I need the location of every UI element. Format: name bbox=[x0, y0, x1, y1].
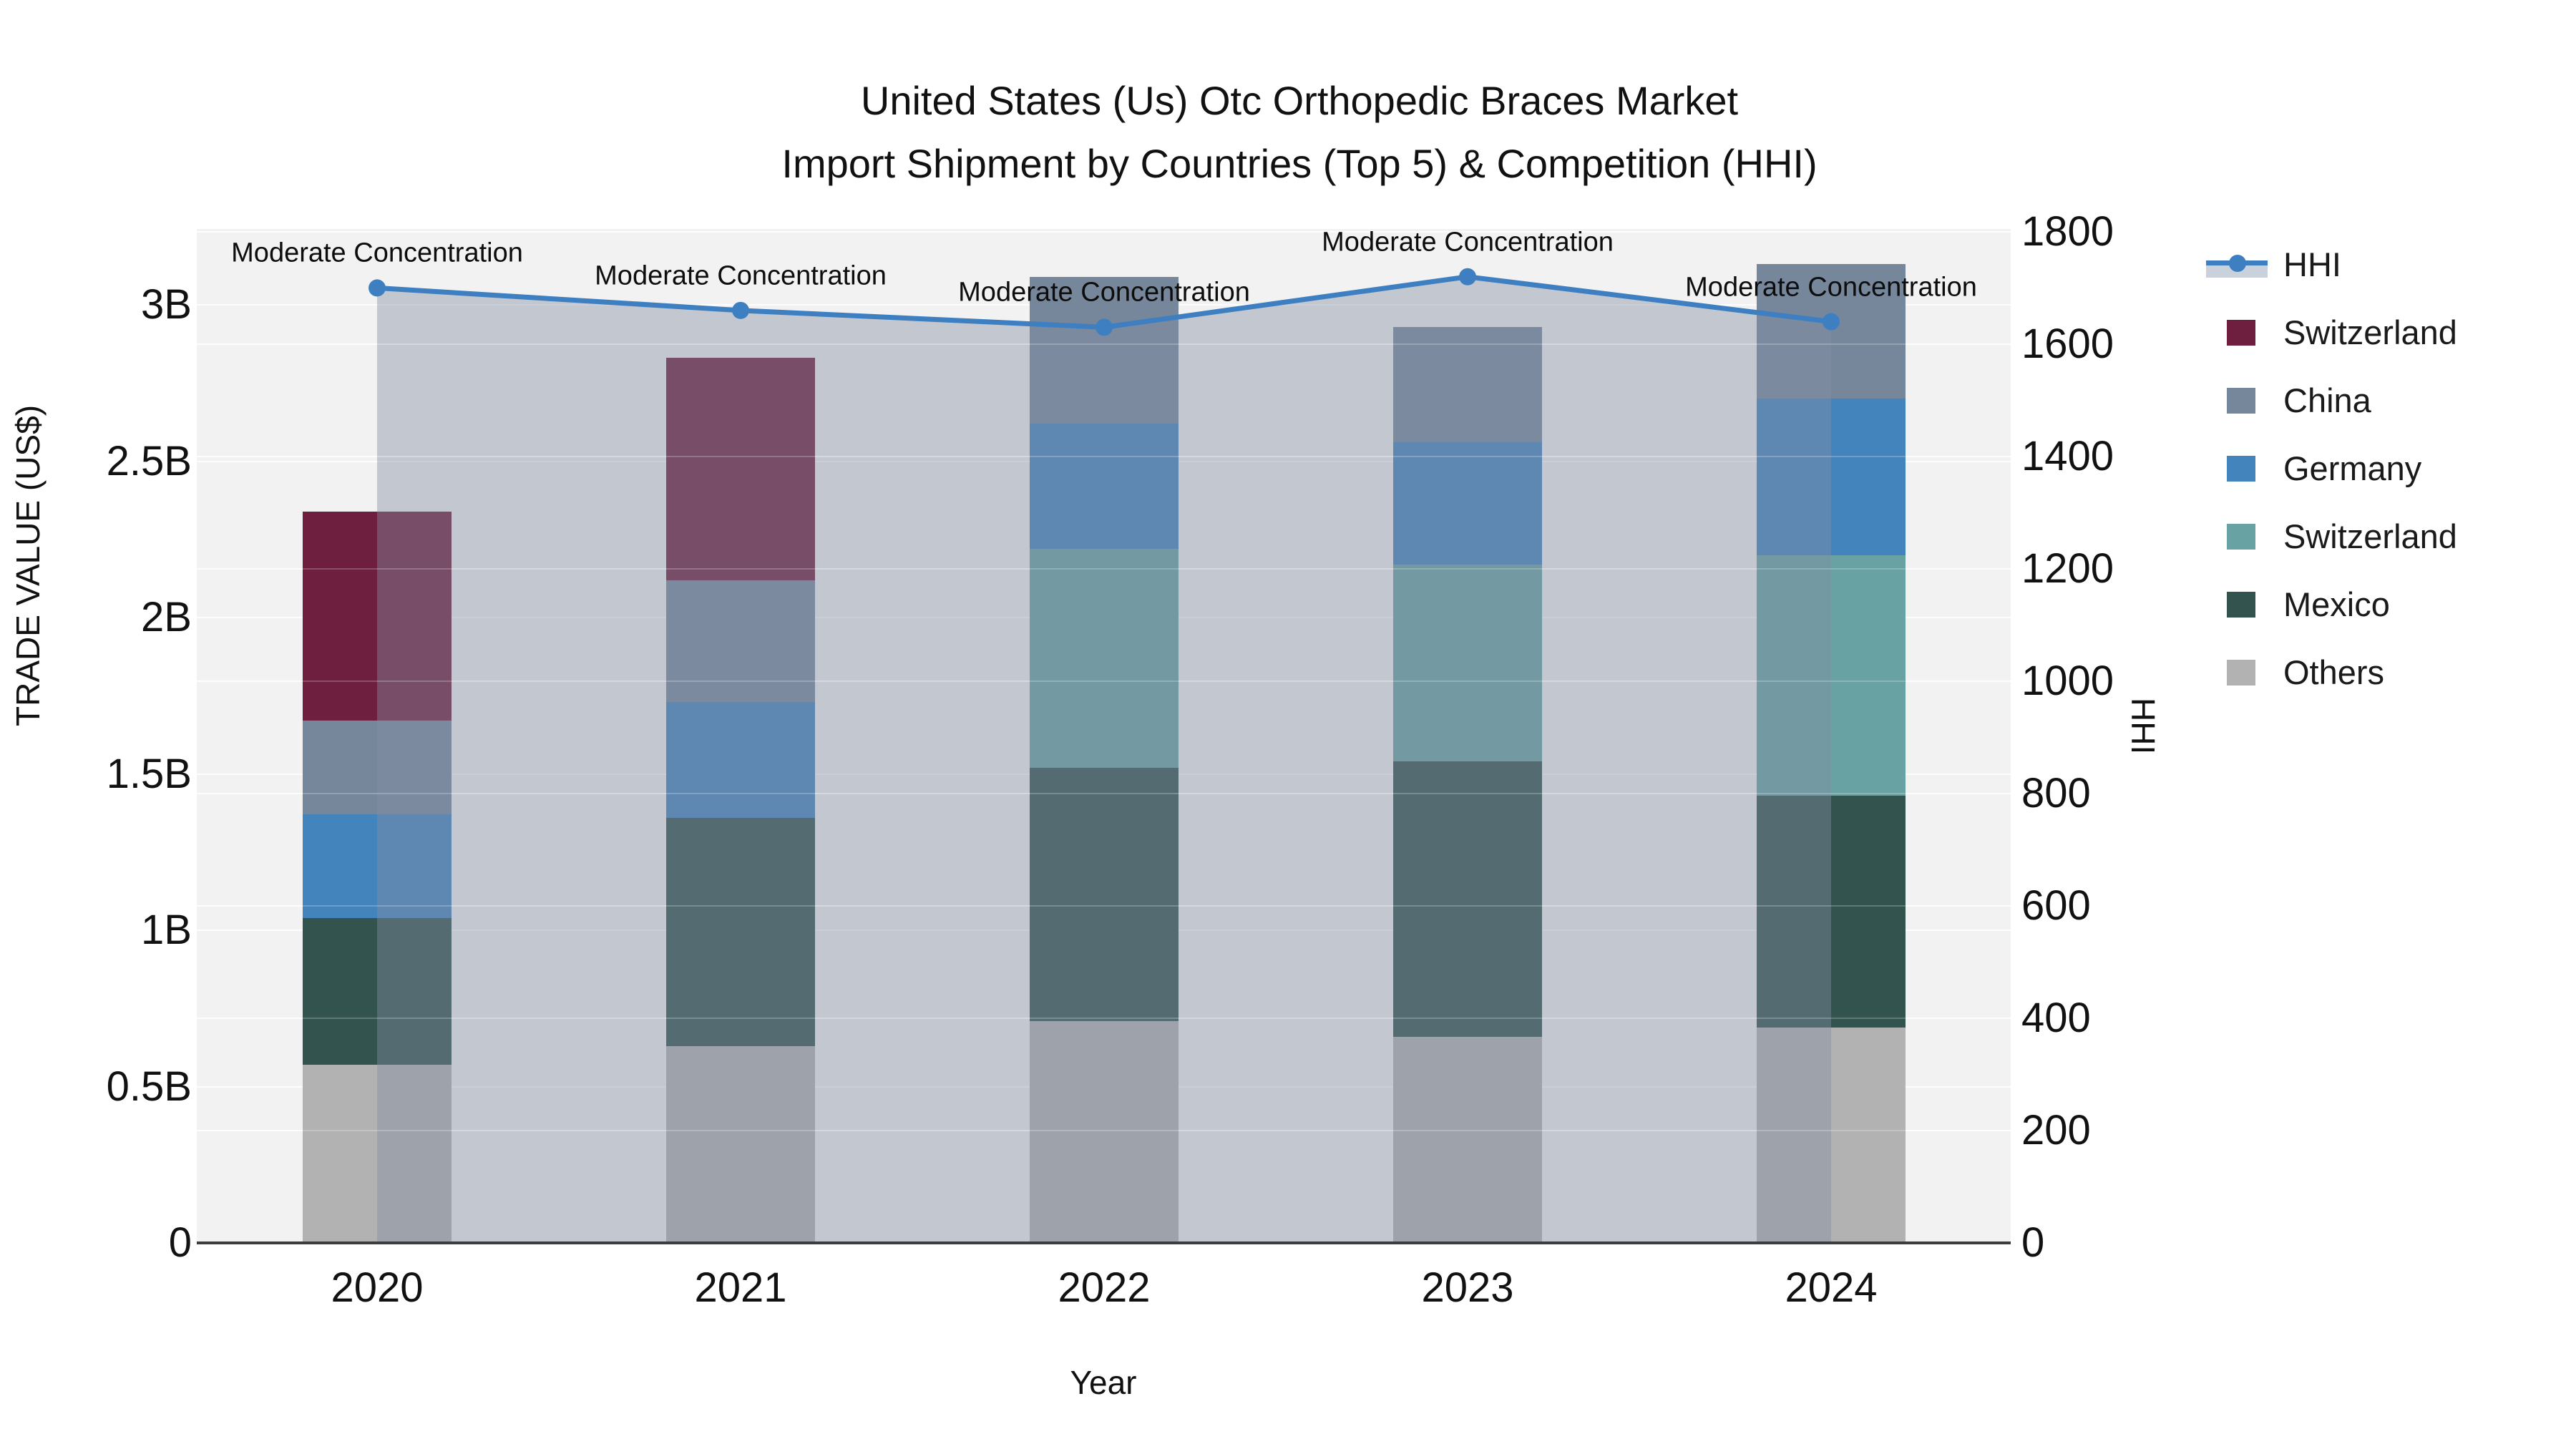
y-axis-right-title: HHI bbox=[2124, 698, 2162, 755]
bar-2023[interactable] bbox=[1393, 229, 1542, 1243]
bar-2021[interactable] bbox=[666, 229, 815, 1243]
bar-segment-switzerland-2022[interactable] bbox=[1030, 549, 1179, 768]
bar-segment-others-2021[interactable] bbox=[666, 1045, 815, 1243]
gridline bbox=[197, 455, 2011, 457]
y-right-tick-200: 200 bbox=[2021, 1106, 2091, 1153]
color-swatch-china bbox=[2227, 387, 2255, 414]
color-swatch-switzerland bbox=[2227, 523, 2255, 550]
gridline bbox=[197, 567, 2011, 570]
y-right-tick-0: 0 bbox=[2021, 1219, 2045, 1266]
gridline bbox=[197, 230, 2011, 233]
bar-segment-switzerland-2021[interactable] bbox=[666, 358, 815, 580]
x-tick-2021: 2021 bbox=[694, 1264, 787, 1311]
gridline bbox=[197, 230, 2011, 233]
bar-segment-germany-2024[interactable] bbox=[1757, 399, 1906, 555]
plot-area: Moderate Concentration Moderate Concentra… bbox=[197, 227, 2011, 1244]
hhi-marker-2023[interactable] bbox=[1459, 268, 1476, 286]
bar-segment-others-2024[interactable] bbox=[1757, 1027, 1906, 1243]
x-axis-title: Year bbox=[1070, 1364, 1137, 1401]
x-tick-2020: 2020 bbox=[331, 1264, 424, 1311]
y-right-tick-1400: 1400 bbox=[2021, 432, 2114, 479]
x-tick-2023: 2023 bbox=[1421, 1264, 1514, 1311]
bar-segment-mexico-2021[interactable] bbox=[666, 817, 815, 1046]
y-left-tick-0: 0 bbox=[168, 1219, 192, 1266]
bar-segment-china-2020[interactable] bbox=[303, 721, 452, 815]
annotation-moderate-concentration-2022: Moderate Concentration bbox=[958, 277, 1250, 308]
color-swatch-mexico bbox=[2227, 591, 2255, 618]
gridline bbox=[197, 680, 2011, 682]
y-right-tick-600: 600 bbox=[2021, 882, 2091, 929]
gridline bbox=[197, 1129, 2011, 1131]
y-right-tick-1000: 1000 bbox=[2021, 657, 2114, 704]
legend-label: Germany bbox=[2283, 449, 2422, 487]
bar-segment-germany-2021[interactable] bbox=[666, 702, 815, 818]
bar-segment-switzerland-2024[interactable] bbox=[1757, 555, 1906, 796]
y-right-tick-1200: 1200 bbox=[2021, 545, 2114, 592]
bar-segment-china-2022[interactable] bbox=[1030, 276, 1179, 424]
legend-label: Switzerland bbox=[2283, 313, 2457, 351]
x-axis-line bbox=[197, 1241, 2011, 1244]
hhi-marker-2020[interactable] bbox=[369, 279, 386, 297]
hhi-fill-area bbox=[377, 276, 1831, 1243]
annotation-moderate-concentration-2021: Moderate Concentration bbox=[595, 260, 887, 291]
bar-segment-others-2023[interactable] bbox=[1393, 1036, 1542, 1243]
hhi-marker-2021[interactable] bbox=[732, 301, 749, 319]
y-left-tick-2.5B: 2.5B bbox=[106, 437, 192, 484]
chart-title-line2: Import Shipment by Countries (Top 5) & C… bbox=[781, 141, 1818, 186]
bar-2024[interactable] bbox=[1757, 229, 1906, 1243]
y-left-tick-2B: 2B bbox=[141, 594, 192, 641]
legend-label: Others bbox=[2283, 653, 2385, 691]
y-left-tick-3B: 3B bbox=[141, 281, 192, 328]
y-axis-left-title: TRADE VALUE (US$) bbox=[9, 404, 47, 726]
bar-segment-switzerland-2023[interactable] bbox=[1393, 564, 1542, 762]
gridline bbox=[197, 792, 2011, 794]
bar-segment-china-2023[interactable] bbox=[1393, 326, 1542, 443]
x-tick-2024: 2024 bbox=[1785, 1264, 1878, 1311]
y-right-tick-800: 800 bbox=[2021, 769, 2091, 816]
y-right-tick-1600: 1600 bbox=[2021, 320, 2114, 367]
bar-segment-mexico-2024[interactable] bbox=[1757, 796, 1906, 1028]
y-left-tick-0.5B: 0.5B bbox=[106, 1063, 192, 1110]
color-swatch-others bbox=[2227, 659, 2255, 686]
color-swatch-switzerland bbox=[2227, 319, 2255, 346]
hhi-marker-2022[interactable] bbox=[1096, 318, 1113, 336]
hhi-line-layer bbox=[369, 268, 1840, 1243]
hhi-line-legend-icon bbox=[2206, 252, 2268, 278]
gridline bbox=[197, 343, 2011, 345]
x-tick-2022: 2022 bbox=[1058, 1264, 1151, 1311]
bar-segment-switzerland-2020[interactable] bbox=[303, 511, 452, 721]
bar-2020[interactable] bbox=[303, 229, 452, 1243]
annotation-moderate-concentration-2024: Moderate Concentration bbox=[1685, 272, 1977, 303]
bar-2022[interactable] bbox=[1030, 229, 1179, 1243]
bar-segment-germany-2023[interactable] bbox=[1393, 442, 1542, 565]
bar-segment-china-2021[interactable] bbox=[666, 580, 815, 703]
bar-segment-mexico-2020[interactable] bbox=[303, 917, 452, 1065]
bar-segment-others-2022[interactable] bbox=[1030, 1020, 1179, 1243]
bar-segment-mexico-2023[interactable] bbox=[1393, 761, 1542, 1037]
chart-title: United States (Us) Otc Orthopedic Braces… bbox=[781, 69, 1817, 195]
bar-segment-germany-2022[interactable] bbox=[1030, 424, 1179, 549]
legend-label: China bbox=[2283, 381, 2371, 419]
legend-label: HHI bbox=[2283, 245, 2341, 283]
bar-segment-china-2024[interactable] bbox=[1757, 264, 1906, 399]
chart-title-line1: United States (Us) Otc Orthopedic Braces… bbox=[860, 78, 1739, 123]
bar-segment-others-2020[interactable] bbox=[303, 1064, 452, 1243]
y-left-tick-1B: 1B bbox=[141, 907, 192, 954]
legend-label: Mexico bbox=[2283, 585, 2390, 623]
annotation-moderate-concentration-2020: Moderate Concentration bbox=[231, 238, 523, 268]
bar-segment-germany-2020[interactable] bbox=[303, 814, 452, 918]
hhi-marker-2024[interactable] bbox=[1823, 313, 1840, 331]
bar-segment-mexico-2022[interactable] bbox=[1030, 767, 1179, 1021]
gridline bbox=[197, 1017, 2011, 1019]
y-left-tick-1.5B: 1.5B bbox=[106, 750, 192, 797]
annotation-moderate-concentration-2023: Moderate Concentration bbox=[1322, 227, 1614, 258]
legend-label: Switzerland bbox=[2283, 517, 2457, 555]
gridline bbox=[197, 904, 2011, 907]
hhi-marker-swatch bbox=[2229, 254, 2246, 272]
y-right-tick-400: 400 bbox=[2021, 994, 2091, 1041]
y-right-tick-1800: 1800 bbox=[2021, 208, 2114, 255]
color-swatch-germany bbox=[2227, 455, 2255, 482]
